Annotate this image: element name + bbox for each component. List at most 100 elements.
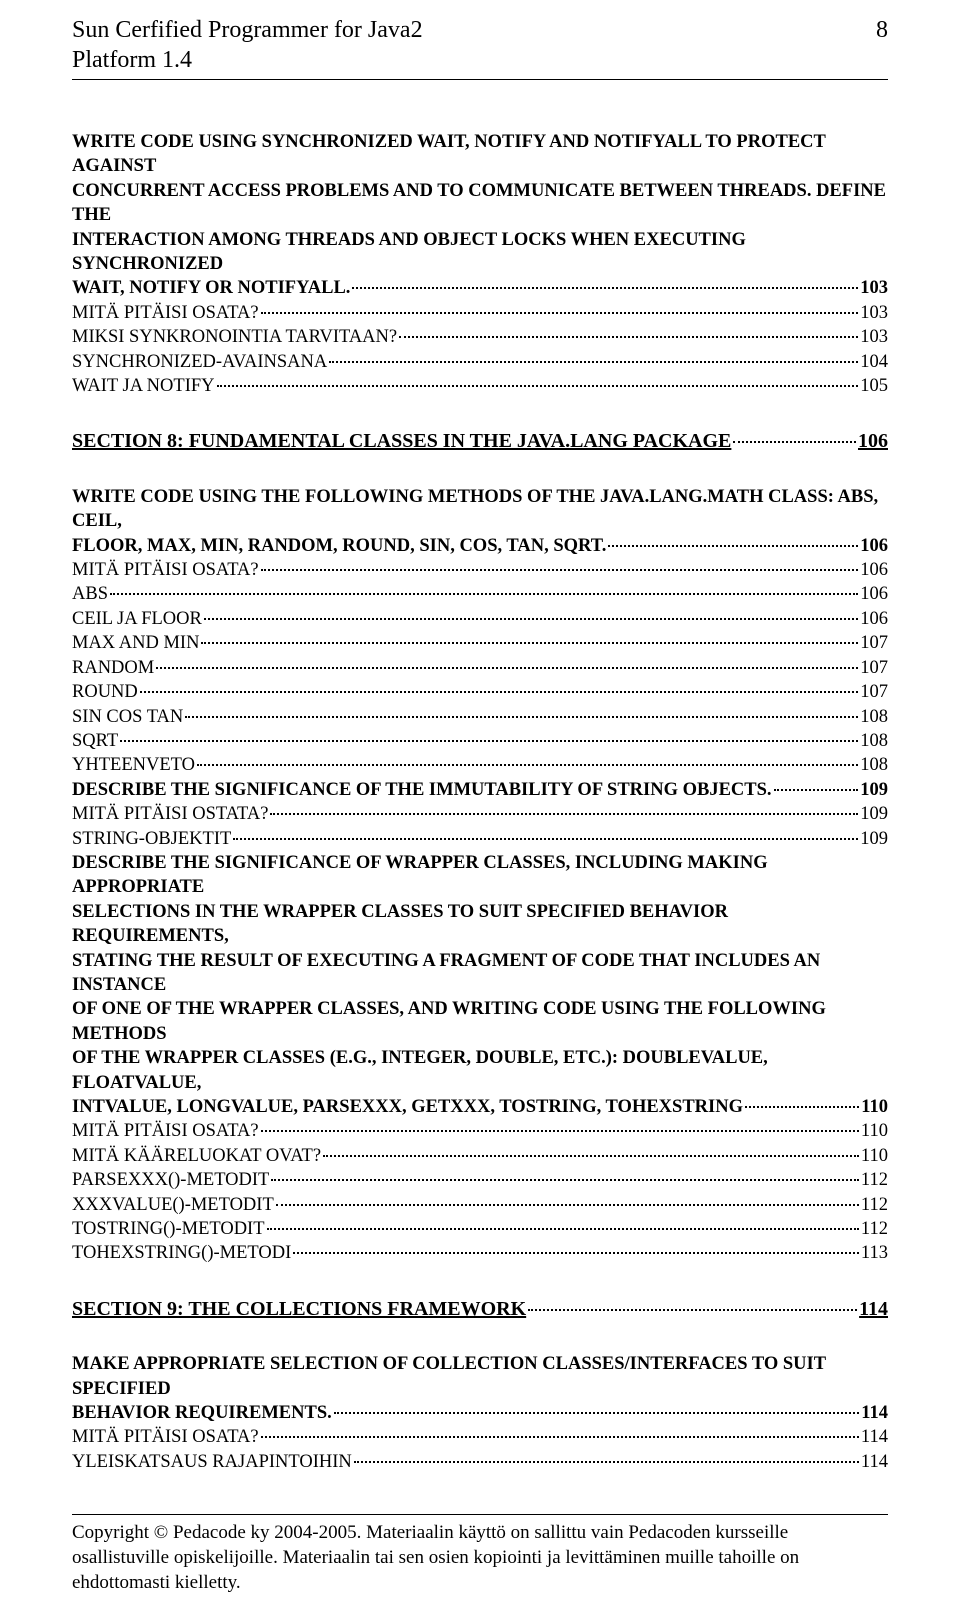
toc-dots xyxy=(201,642,858,644)
toc-block1-l1: WRITE CODE USING SYNCHRONIZED WAIT, NOTI… xyxy=(72,130,888,179)
toc-entry: TOHEXSTRING()-METODI 113 xyxy=(72,1241,888,1265)
toc-entry-text: SYNCHRONIZED-AVAINSANA xyxy=(72,350,327,374)
toc-dots xyxy=(608,545,858,547)
page-header: Sun Cerfified Programmer for Java2 Platf… xyxy=(72,15,888,80)
toc-dots xyxy=(217,385,859,387)
toc-entry: XXXVALUE()-METODIT 112 xyxy=(72,1193,888,1217)
footer-text: Copyright © Pedacode ky 2004-2005. Mater… xyxy=(72,1522,799,1592)
toc-block1-l3: INTERACTION AMONG THREADS AND OBJECT LOC… xyxy=(72,228,888,277)
toc-block2-page: 106 xyxy=(860,534,888,558)
toc-block-3: DESCRIBE THE SIGNIFICANCE OF WRAPPER CLA… xyxy=(72,851,888,1119)
toc-entry: MITÄ PITÄISI OSATA? 110 xyxy=(72,1119,888,1143)
section9-text: SECTION 9: THE COLLECTIONS FRAMEWORK xyxy=(72,1296,526,1322)
toc-dots xyxy=(270,813,858,815)
toc-entry: MITÄ PITÄISI OSATA? 103 xyxy=(72,301,888,325)
toc-entry-text: TOHEXSTRING()-METODI xyxy=(72,1241,291,1265)
toc-entry-text: MIKSI SYNKRONOINTIA TARVITAAN? xyxy=(72,325,397,349)
toc-entry-page: 108 xyxy=(860,729,888,753)
toc-dots xyxy=(354,1461,859,1463)
toc-entry-page: 107 xyxy=(860,680,888,704)
toc-entry-text: PARSEXXX()-METODIT xyxy=(72,1168,269,1192)
toc-dots xyxy=(774,789,859,791)
toc-entry-page: 112 xyxy=(861,1193,888,1217)
toc-entry-page: 112 xyxy=(861,1168,888,1192)
toc-entry-text: MITÄ KÄÄRELUOKAT OVAT? xyxy=(72,1144,321,1168)
toc-entry-page: 114 xyxy=(861,1450,888,1474)
toc-entry-text: MITÄ PITÄISI OSATA? xyxy=(72,1119,259,1143)
toc-dots xyxy=(528,1309,857,1311)
toc-entry-page: 105 xyxy=(860,374,888,398)
toc-entry-page: 107 xyxy=(860,631,888,655)
toc-dots xyxy=(185,716,858,718)
header-title-line1: Sun Cerfified Programmer for Java2 xyxy=(72,17,423,43)
toc-dots xyxy=(140,691,858,693)
toc-entry: WAIT JA NOTIFY 105 xyxy=(72,374,888,398)
toc-entry-page: 103 xyxy=(860,301,888,325)
toc-block1-l4: WAIT, NOTIFY OR NOTIFYALL. xyxy=(72,276,350,300)
toc-entry-page: 109 xyxy=(860,778,888,802)
section8-text: SECTION 8: FUNDAMENTAL CLASSES IN THE JA… xyxy=(72,428,731,454)
toc-entry-text: STRING-OBJEKTIT xyxy=(72,827,231,851)
toc-block2-l2: FLOOR, MAX, MIN, RANDOM, ROUND, SIN, COS… xyxy=(72,534,606,558)
toc-entry-page: 110 xyxy=(861,1119,888,1143)
toc-entry-text: SIN COS TAN xyxy=(72,705,183,729)
toc-entry-text: YHTEENVETO xyxy=(72,753,195,777)
toc-entry-page: 106 xyxy=(860,607,888,631)
toc-block-1: WRITE CODE USING SYNCHRONIZED WAIT, NOTI… xyxy=(72,130,888,301)
toc-dots xyxy=(204,618,858,620)
header-page-number: 8 xyxy=(876,15,888,75)
toc-dots xyxy=(197,764,858,766)
toc-entry-text: MAX AND MIN xyxy=(72,631,199,655)
toc-block-2: WRITE CODE USING THE FOLLOWING METHODS O… xyxy=(72,485,888,558)
toc-entry-text: SQRT xyxy=(72,729,118,753)
toc-dots xyxy=(733,441,856,443)
toc-entry: PARSEXXX()-METODIT 112 xyxy=(72,1168,888,1192)
toc-dots xyxy=(120,740,858,742)
toc-entry: TOSTRING()-METODIT 112 xyxy=(72,1217,888,1241)
toc-dots xyxy=(276,1204,859,1206)
toc-dots xyxy=(323,1155,859,1157)
toc-entry: MIKSI SYNKRONOINTIA TARVITAAN? 103 xyxy=(72,325,888,349)
toc-entry-page: 109 xyxy=(860,802,888,826)
toc-entry: MITÄ PITÄISI OSATA? 106 xyxy=(72,558,888,582)
toc-entry: MAX AND MIN 107 xyxy=(72,631,888,655)
toc-dots xyxy=(293,1252,859,1254)
toc-block-4: MAKE APPROPRIATE SELECTION OF COLLECTION… xyxy=(72,1352,888,1425)
section9-page: 114 xyxy=(859,1296,888,1322)
page-footer: Copyright © Pedacode ky 2004-2005. Mater… xyxy=(72,1514,888,1595)
toc-entry: MITÄ KÄÄRELUOKAT OVAT? 110 xyxy=(72,1144,888,1168)
toc-dots xyxy=(261,1436,859,1438)
toc-block3-l5: OF THE WRAPPER CLASSES (E.G., INTEGER, D… xyxy=(72,1046,888,1095)
toc-entry-page: 108 xyxy=(860,705,888,729)
toc-entry-text: MITÄ PITÄISI OSATA? xyxy=(72,558,259,582)
toc-dots xyxy=(233,838,858,840)
toc-entry-text: MITÄ PITÄISI OSATA? xyxy=(72,1425,259,1449)
toc-block4-l1: MAKE APPROPRIATE SELECTION OF COLLECTION… xyxy=(72,1352,888,1401)
toc-dots xyxy=(334,1412,860,1414)
toc-entry-page: 104 xyxy=(860,350,888,374)
toc-entry: ROUND 107 xyxy=(72,680,888,704)
toc-entry-text: ABS xyxy=(72,582,108,606)
toc-entry-text: CEIL JA FLOOR xyxy=(72,607,202,631)
toc-entry: RANDOM 107 xyxy=(72,656,888,680)
toc-entry: SQRT 108 xyxy=(72,729,888,753)
toc-entry-text: ROUND xyxy=(72,680,138,704)
toc-entry-text: MITÄ PITÄISI OSATA? xyxy=(72,301,259,325)
header-title: Sun Cerfified Programmer for Java2 Platf… xyxy=(72,15,423,75)
toc-dots xyxy=(261,312,859,314)
toc-block3-l3: STATING THE RESULT OF EXECUTING A FRAGME… xyxy=(72,949,888,998)
toc-block4-page: 114 xyxy=(861,1401,888,1425)
toc-dots xyxy=(745,1106,859,1108)
toc-entry-page: 106 xyxy=(860,582,888,606)
toc-block3-l4: OF ONE OF THE WRAPPER CLASSES, AND WRITI… xyxy=(72,997,888,1046)
toc-entry: ABS 106 xyxy=(72,582,888,606)
toc-entry: CEIL JA FLOOR 106 xyxy=(72,607,888,631)
toc-block3-page: 110 xyxy=(861,1095,888,1119)
toc-entry-page: 108 xyxy=(860,753,888,777)
toc-entry-text: MITÄ PITÄISI OSTATA? xyxy=(72,802,268,826)
toc-entry-text: DESCRIBE THE SIGNIFICANCE OF THE IMMUTAB… xyxy=(72,778,772,802)
section8-page: 106 xyxy=(858,428,888,454)
toc-dots xyxy=(329,361,858,363)
toc-entry-text: XXXVALUE()-METODIT xyxy=(72,1193,274,1217)
toc-dots xyxy=(267,1228,859,1230)
